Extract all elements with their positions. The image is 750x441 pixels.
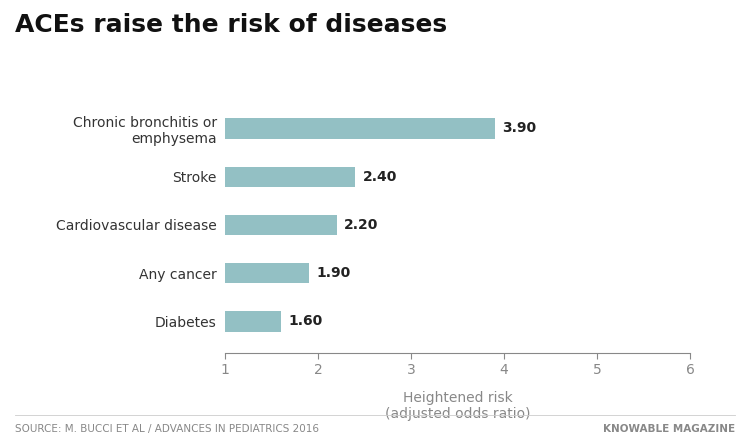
Bar bbox=[225, 118, 495, 138]
Text: 3.90: 3.90 bbox=[503, 121, 536, 135]
Text: SOURCE: M. BUCCI ET AL / ADVANCES IN PEDIATRICS 2016: SOURCE: M. BUCCI ET AL / ADVANCES IN PED… bbox=[15, 424, 319, 434]
Bar bbox=[225, 311, 280, 332]
X-axis label: Heightened risk
(adjusted odds ratio): Heightened risk (adjusted odds ratio) bbox=[385, 391, 530, 421]
Text: 2.40: 2.40 bbox=[363, 170, 397, 183]
Bar bbox=[225, 215, 337, 235]
Bar bbox=[225, 263, 309, 283]
Bar bbox=[225, 167, 356, 187]
Text: 2.20: 2.20 bbox=[344, 218, 379, 232]
Text: 1.60: 1.60 bbox=[288, 314, 322, 329]
Text: KNOWABLE MAGAZINE: KNOWABLE MAGAZINE bbox=[603, 424, 735, 434]
Text: ACEs raise the risk of diseases: ACEs raise the risk of diseases bbox=[15, 13, 447, 37]
Text: 1.90: 1.90 bbox=[316, 266, 350, 280]
